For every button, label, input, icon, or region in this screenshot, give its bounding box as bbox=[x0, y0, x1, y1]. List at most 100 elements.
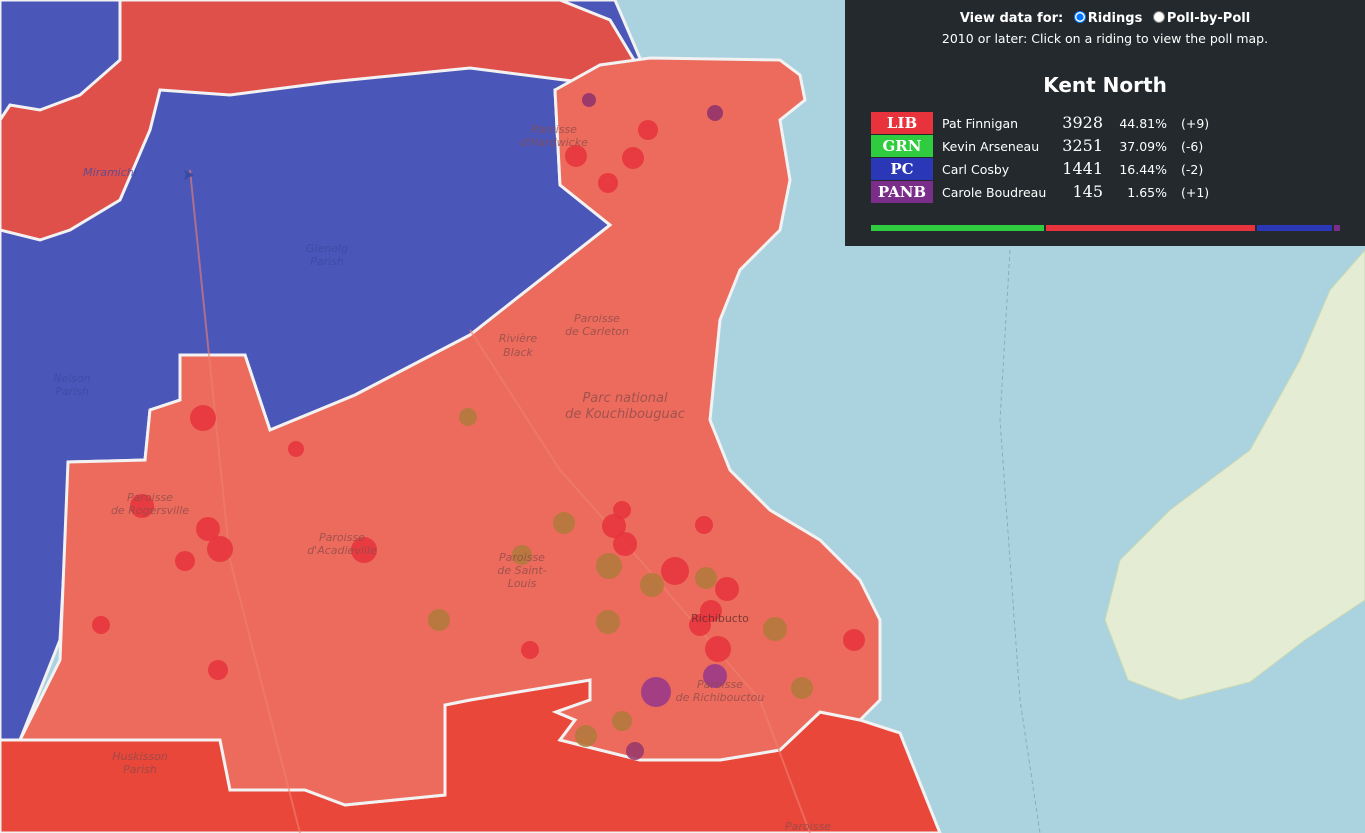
votes: 1441 bbox=[1062, 159, 1103, 178]
change: (+1) bbox=[1181, 185, 1210, 200]
map-label: Paroisse de Saint-Louis bbox=[497, 551, 546, 590]
poll-dot[interactable] bbox=[626, 742, 644, 760]
map-label: Nelson Parish bbox=[53, 372, 91, 398]
poll-dot[interactable] bbox=[602, 514, 626, 538]
votes: 3928 bbox=[1062, 113, 1103, 132]
poll-dot[interactable] bbox=[92, 616, 110, 634]
votes: 145 bbox=[1072, 182, 1103, 201]
votes: 3251 bbox=[1062, 136, 1103, 155]
change: (-2) bbox=[1181, 162, 1204, 177]
map-label: Richibucto bbox=[691, 612, 749, 625]
poll-dot[interactable] bbox=[613, 501, 631, 519]
result-row: LIB Pat Finnigan 3928 44.81% (+9) bbox=[871, 112, 1351, 134]
info-panel: View data for: Ridings Poll-by-Poll 2010… bbox=[845, 0, 1365, 246]
candidate: Pat Finnigan bbox=[942, 116, 1019, 131]
bar-segment bbox=[871, 225, 1044, 231]
poll-dot[interactable] bbox=[207, 536, 233, 562]
poll-dot[interactable] bbox=[622, 147, 644, 169]
candidate: Carole Boudreau bbox=[942, 185, 1047, 200]
percent: 1.65% bbox=[1127, 185, 1167, 200]
boundary-line bbox=[999, 249, 1041, 833]
poll-dot[interactable] bbox=[640, 573, 664, 597]
option-text: Poll-by-Poll bbox=[1166, 11, 1251, 26]
bar-segment bbox=[1334, 225, 1340, 231]
radio[interactable] bbox=[1073, 11, 1086, 23]
map-label: Paroisse d'Hardwicke bbox=[520, 123, 588, 149]
poll-dot[interactable] bbox=[703, 664, 727, 688]
selected-riding[interactable] bbox=[17, 56, 882, 807]
poll-dot[interactable] bbox=[689, 614, 711, 636]
map-label: Paroisse bbox=[785, 820, 831, 833]
road bbox=[189, 169, 301, 833]
poll-dot[interactable] bbox=[582, 93, 596, 107]
poll-dot[interactable] bbox=[598, 173, 618, 193]
poll-dot[interactable] bbox=[190, 405, 216, 431]
radio[interactable] bbox=[1152, 11, 1165, 23]
option-text: Ridings bbox=[1087, 11, 1143, 26]
map-label: Paroisse d'Acadieville bbox=[307, 531, 377, 557]
poll-dot[interactable] bbox=[596, 610, 620, 634]
poll-dot[interactable] bbox=[705, 636, 731, 662]
map-label: Rivière Black bbox=[499, 332, 538, 359]
poll-dot[interactable] bbox=[843, 629, 865, 651]
poll-dot[interactable] bbox=[791, 677, 813, 699]
poll-dot[interactable] bbox=[351, 537, 377, 563]
poll-dot[interactable] bbox=[715, 577, 739, 601]
poll-dot[interactable] bbox=[638, 120, 658, 140]
poll-dot[interactable] bbox=[612, 711, 632, 731]
poll-dot[interactable] bbox=[596, 553, 622, 579]
poll-dot[interactable] bbox=[459, 408, 477, 426]
bar-segment bbox=[1256, 225, 1333, 231]
map-label: Paroisse de Rogersville bbox=[111, 491, 189, 517]
poll-dot[interactable] bbox=[208, 660, 228, 680]
change: (-6) bbox=[1181, 139, 1204, 154]
poll-dot[interactable] bbox=[175, 551, 195, 571]
candidate: Carl Cosby bbox=[942, 162, 1010, 177]
poll-dot[interactable] bbox=[575, 725, 597, 747]
poll-dot[interactable] bbox=[613, 532, 637, 556]
percent: 44.81% bbox=[1119, 116, 1167, 131]
party-badge: PANB bbox=[871, 181, 933, 203]
party-badge: LIB bbox=[871, 112, 933, 134]
poll-dot[interactable] bbox=[521, 641, 539, 659]
result-row: GRN Kevin Arseneau 3251 37.09% (-6) bbox=[871, 135, 1351, 157]
candidate: Kevin Arseneau bbox=[942, 139, 1040, 154]
map-label: Miramichi bbox=[83, 166, 137, 179]
poll-dot[interactable] bbox=[707, 105, 723, 121]
poll-dot[interactable] bbox=[553, 512, 575, 534]
result-row: PC Carl Cosby 1441 16.44% (-2) bbox=[871, 158, 1351, 180]
poll-dot[interactable] bbox=[196, 517, 220, 541]
view-controls: View data for: Ridings Poll-by-Poll bbox=[845, 11, 1365, 26]
percent: 37.09% bbox=[1119, 139, 1167, 154]
bar-segment bbox=[1045, 225, 1255, 231]
hint: 2010 or later: Click on a riding to view… bbox=[941, 31, 1269, 46]
map-label: Parc national de Kouchibouguac bbox=[565, 391, 685, 422]
poll-dot[interactable] bbox=[695, 516, 713, 534]
radio-option[interactable]: Ridings bbox=[1073, 11, 1143, 26]
control-label: View data for: bbox=[959, 11, 1064, 26]
riding-area[interactable] bbox=[0, 0, 643, 242]
percent: 16.44% bbox=[1119, 162, 1167, 177]
poll-dot[interactable] bbox=[641, 677, 671, 707]
airport-icon bbox=[184, 170, 194, 180]
party-badge: PC bbox=[871, 158, 933, 180]
radio-option[interactable]: Poll-by-Poll bbox=[1152, 11, 1251, 26]
party-badge: GRN bbox=[871, 135, 933, 157]
map-label: Glenelg Parish bbox=[306, 242, 348, 268]
island-land bbox=[1104, 249, 1365, 701]
poll-dot[interactable] bbox=[695, 567, 717, 589]
change: (+9) bbox=[1181, 116, 1210, 131]
road bbox=[469, 329, 811, 833]
map-label: Paroisse de Richibouctou bbox=[676, 678, 765, 704]
poll-dot[interactable] bbox=[661, 557, 689, 585]
result-row: PANB Carole Boudreau 145 1.65% (+1) bbox=[871, 181, 1351, 203]
poll-dot[interactable] bbox=[130, 494, 154, 518]
poll-dot[interactable] bbox=[565, 145, 587, 167]
poll-dot[interactable] bbox=[512, 545, 532, 565]
poll-dot[interactable] bbox=[763, 617, 787, 641]
poll-dot[interactable] bbox=[288, 441, 304, 457]
poll-dot[interactable] bbox=[428, 609, 450, 631]
